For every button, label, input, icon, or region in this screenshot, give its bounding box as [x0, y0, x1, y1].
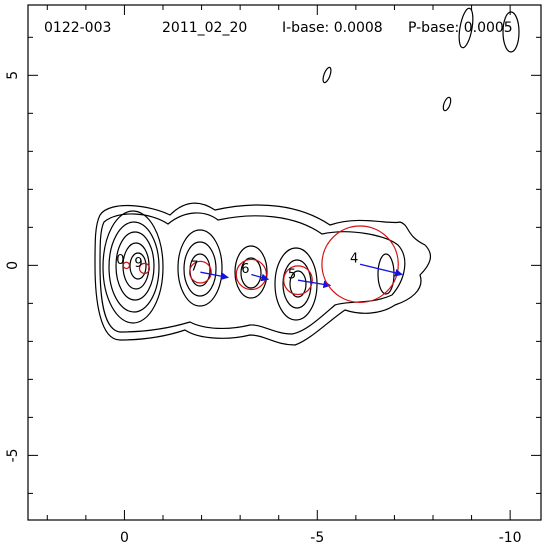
- motion-arrow: [359, 263, 403, 277]
- motion-arrow: [200, 271, 229, 281]
- contours: [94, 7, 520, 346]
- component-label: 5: [288, 268, 296, 283]
- component-label: 6: [241, 262, 249, 277]
- y-tick-label: 5: [5, 71, 21, 80]
- motion-arrow: [297, 279, 332, 289]
- plot-frame: [27, 4, 542, 521]
- motion-arrow: [251, 273, 270, 282]
- component-label: 7: [190, 260, 198, 275]
- component-circle: [122, 261, 131, 270]
- component-circle: [189, 260, 212, 284]
- x-tick-label: -5: [310, 530, 324, 546]
- header-text: P-base: 0.0005: [408, 20, 513, 36]
- component-circle: [321, 225, 399, 303]
- component-circle: [283, 265, 313, 296]
- y-tick-label: -5: [5, 448, 21, 462]
- header-text: 0122-003: [44, 20, 111, 36]
- x-tick-label: 0: [120, 530, 129, 546]
- component-label: 4: [350, 252, 358, 267]
- header-text: I-base: 0.0008: [282, 20, 383, 36]
- component-label: 0: [116, 253, 124, 268]
- header-text: 2011_02_20: [162, 20, 247, 36]
- x-tick-label: -10: [499, 530, 522, 546]
- component-label: 9: [134, 256, 142, 271]
- y-tick-label: 0: [5, 261, 21, 270]
- component-circle: [138, 262, 151, 275]
